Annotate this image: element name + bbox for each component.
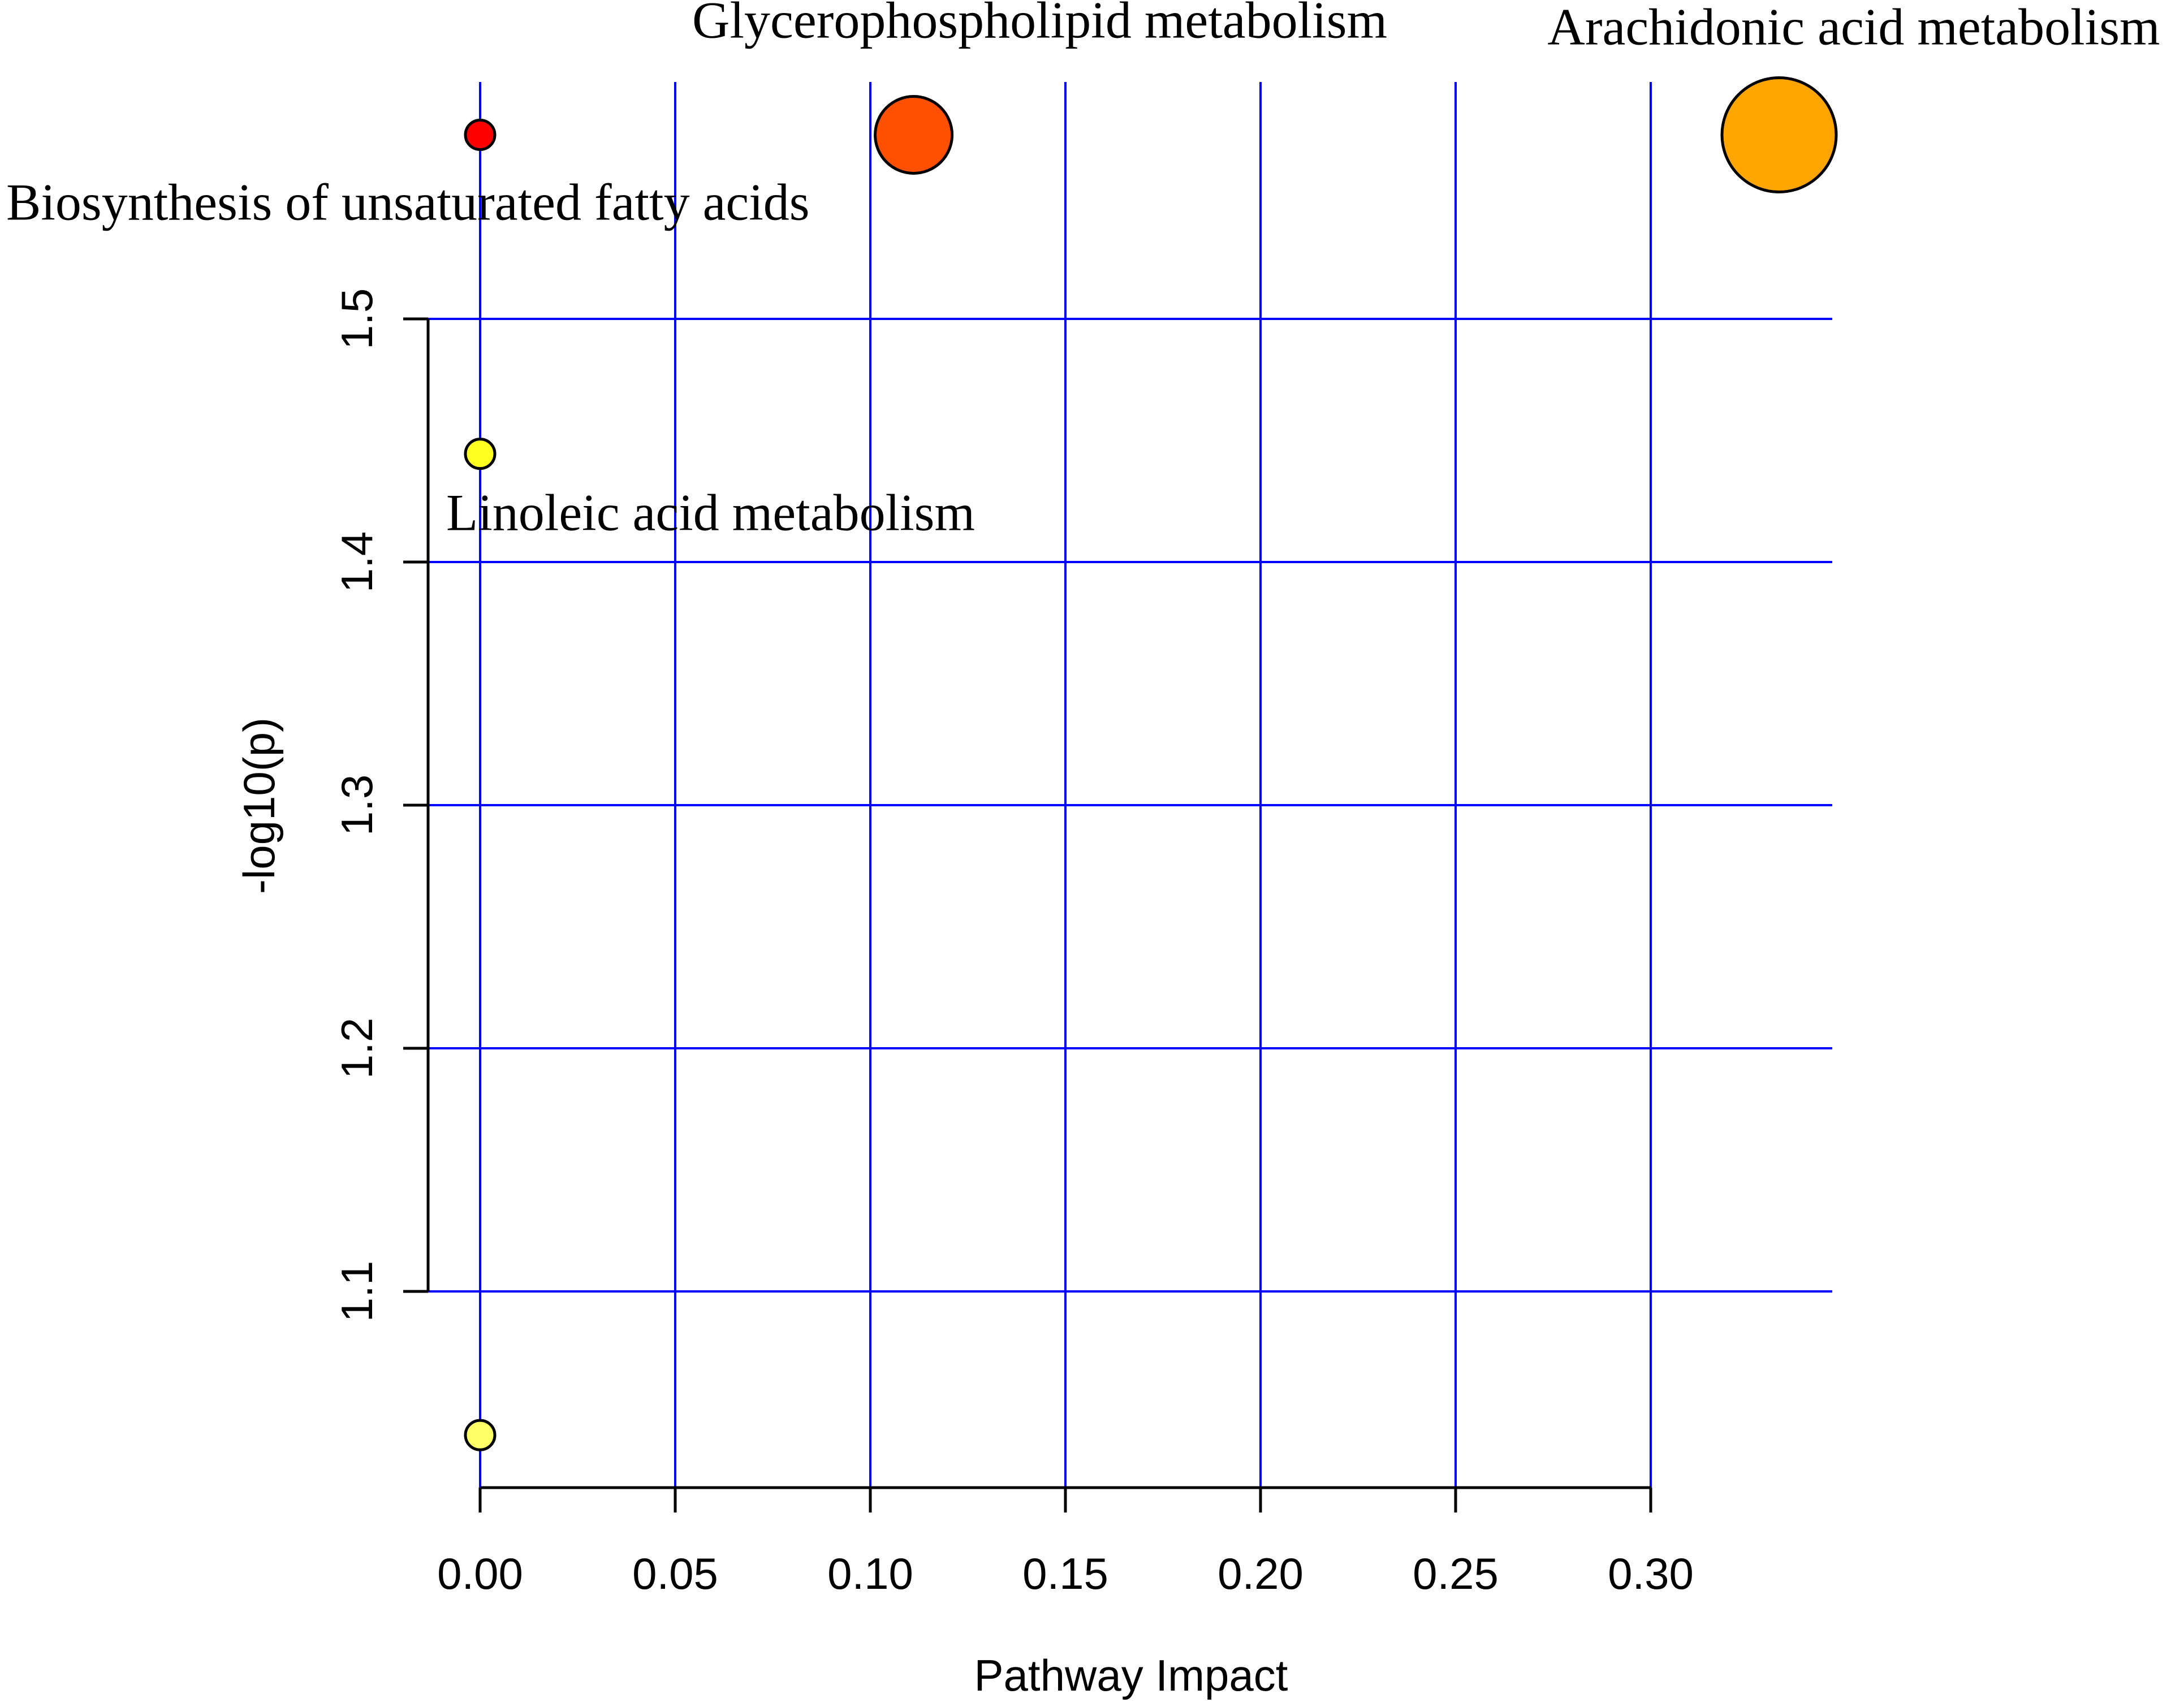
x-tick-label: 0.00 bbox=[437, 1549, 523, 1598]
grid bbox=[428, 82, 1832, 1488]
x-tick-label: 0.30 bbox=[1608, 1549, 1694, 1598]
data-point bbox=[464, 118, 497, 151]
y-axis-title: -log10(p) bbox=[234, 718, 284, 894]
y-tick-label: 1.1 bbox=[332, 1261, 382, 1322]
point-label: Linoleic acid metabolism bbox=[446, 484, 975, 542]
y-tick-label: 1.3 bbox=[332, 775, 382, 836]
point-label: Arachidonic acid metabolism bbox=[1547, 0, 2160, 55]
x-tick-label: 0.15 bbox=[1022, 1549, 1108, 1598]
x-tick-label: 0.05 bbox=[632, 1549, 718, 1598]
data-point bbox=[464, 1419, 497, 1451]
x-tick-label: 0.10 bbox=[827, 1549, 913, 1598]
point-labels: Biosynthesis of unsaturated fatty acids G… bbox=[6, 0, 2160, 542]
data-point bbox=[874, 94, 954, 175]
y-tick-label: 1.5 bbox=[332, 288, 382, 349]
x-axis-title: Pathway Impact bbox=[974, 1650, 1288, 1700]
tick-labels: 0.00 0.05 0.10 0.15 0.20 0.25 0.30 1.1 1.2 1.3 1.4… bbox=[332, 288, 1694, 1598]
point-label: Biosynthesis of unsaturated fatty acids bbox=[6, 173, 810, 231]
data-point bbox=[464, 438, 497, 470]
x-tick-label: 0.20 bbox=[1218, 1549, 1304, 1598]
axes bbox=[403, 317, 1652, 1512]
data-point bbox=[1720, 76, 1838, 193]
y-tick-label: 1.2 bbox=[332, 1018, 382, 1079]
point-label: Glycerophospholipid metabolism bbox=[692, 0, 1387, 49]
x-tick-label: 0.25 bbox=[1413, 1549, 1499, 1598]
y-tick-label: 1.4 bbox=[332, 531, 382, 593]
data-points bbox=[464, 76, 1838, 1451]
